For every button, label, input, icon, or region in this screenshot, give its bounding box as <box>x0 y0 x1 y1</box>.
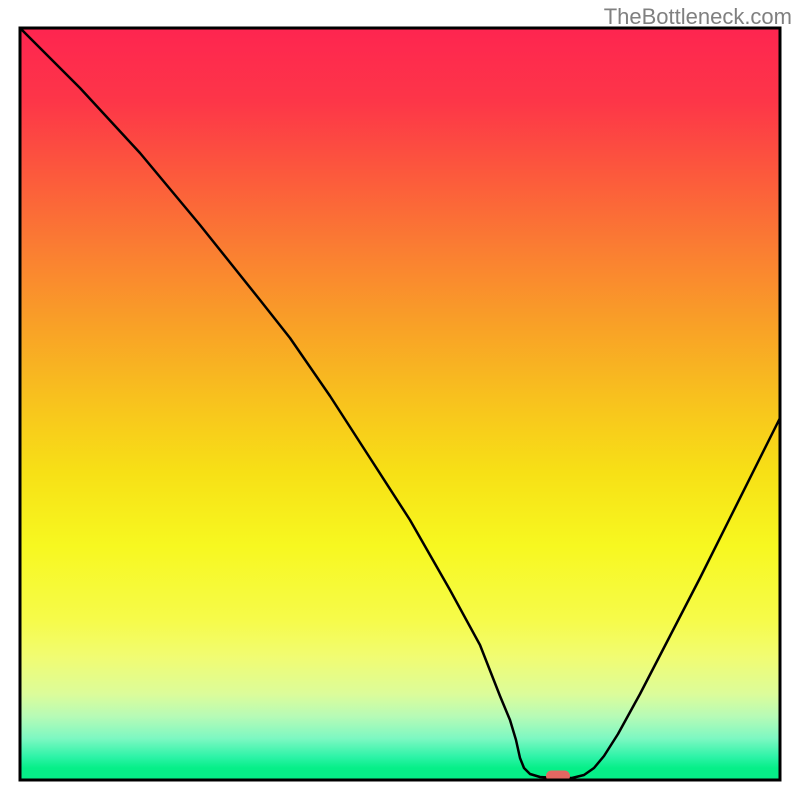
attribution-label: TheBottleneck.com <box>604 4 792 30</box>
chart-svg <box>0 0 800 800</box>
gradient-background <box>20 28 780 768</box>
bottom-band <box>20 768 780 780</box>
bottleneck-chart: TheBottleneck.com <box>0 0 800 800</box>
